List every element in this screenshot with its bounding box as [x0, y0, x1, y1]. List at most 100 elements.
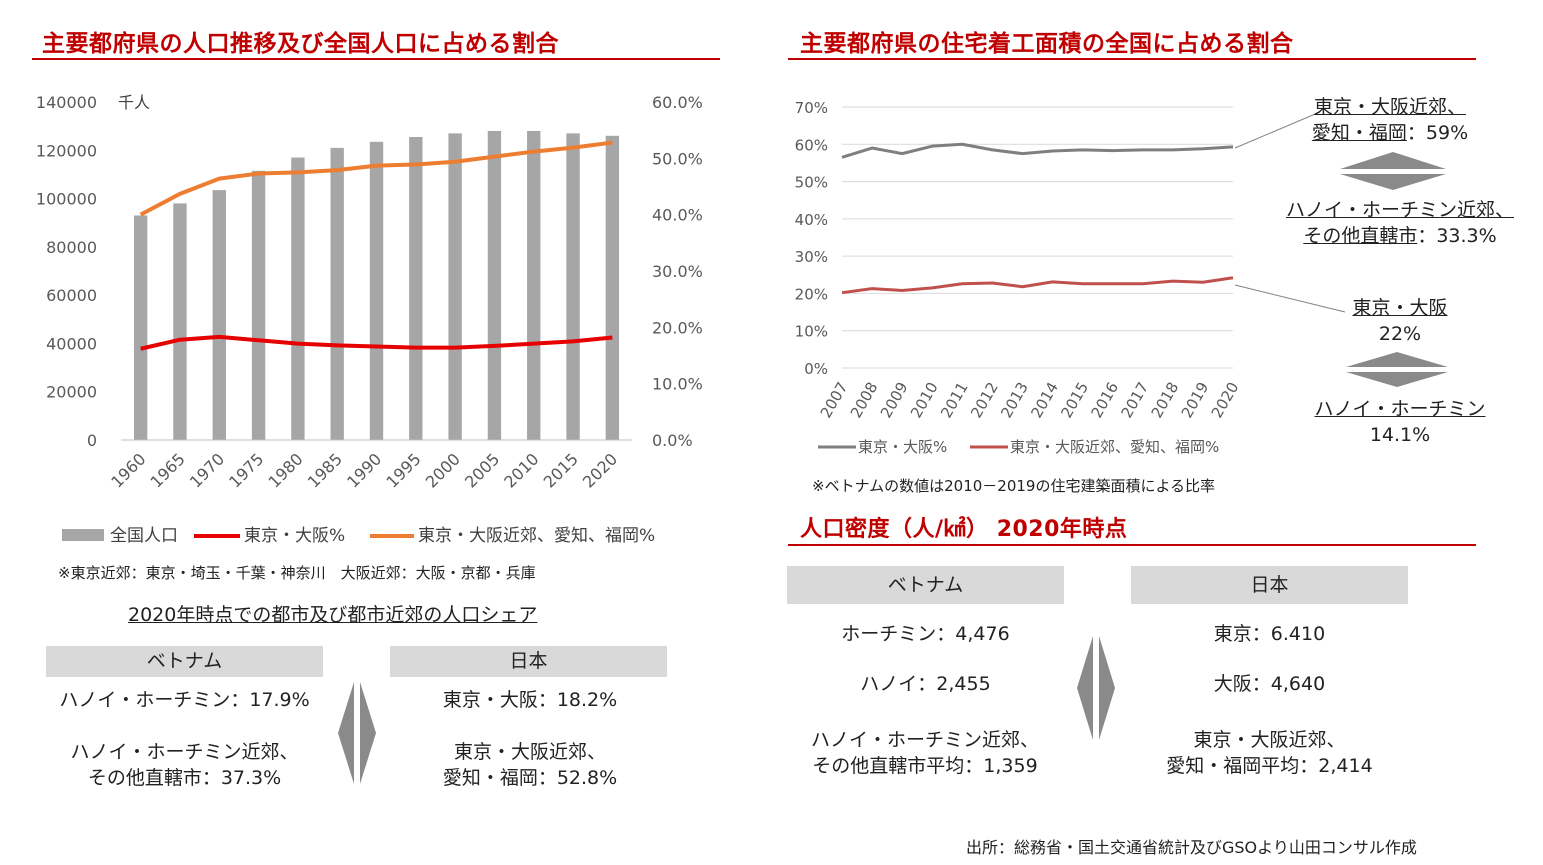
- x-tick-label: 2010: [500, 449, 542, 491]
- density-title-rule: [788, 544, 1476, 546]
- x-tick-label: 1985: [304, 449, 346, 491]
- population-bar: [566, 133, 580, 440]
- y-tick-label: 20000: [46, 383, 97, 402]
- y2-tick-label: 20.0%: [652, 318, 703, 337]
- x-tick-label: 2015: [1057, 379, 1092, 421]
- y-tick-label: 60000: [46, 286, 97, 305]
- housing-series-line-1: [841, 142, 1234, 159]
- density-vietnam-hanoi: ハノイ：2,455: [860, 673, 991, 695]
- population-bar: [369, 141, 384, 440]
- population-bar: [173, 203, 187, 440]
- y2-tick-label: 60.0%: [652, 93, 703, 112]
- source-note: 出所：総務省・国土交通省統計及びGSOより山田コンサル作成: [966, 838, 1417, 857]
- left-vietnam-line2: ハノイ・ホーチミン近郊、 その他直轄市：37.3%: [70, 741, 299, 789]
- x-tick-label: 2020: [1208, 379, 1243, 421]
- callout-japan-suburbs: 東京・大阪近郊、 愛知・福岡：59%: [1311, 96, 1469, 144]
- population-bar: [330, 147, 344, 440]
- suburbs-share-line: [139, 140, 613, 217]
- callout-vietnam-suburbs: ハノイ・ホーチミン近郊、 その他直轄市：33.3%: [1285, 199, 1514, 247]
- x-tick-label: 2012: [967, 379, 1002, 421]
- x-tick-label: 1975: [225, 449, 267, 491]
- callout-top-compare-arrow-icon: [1340, 152, 1446, 190]
- density-japan-suburbs: 東京・大阪近郊、 愛知・福岡平均：2,414: [1166, 729, 1373, 777]
- x-tick-label: 2007: [817, 379, 852, 421]
- callout-bottom-compare-arrow-icon: [1346, 352, 1448, 387]
- right-footnote: ※ベトナムの数値は2010－2019の住宅建築面積による比率: [812, 477, 1216, 495]
- x-tick-label: 2020: [579, 449, 621, 491]
- population-bar: [409, 137, 423, 440]
- density-vietnam-suburbs: ハノイ・ホーチミン近郊、 その他直轄市平均：1,359: [810, 729, 1039, 777]
- x-tick-label: 2011: [937, 379, 972, 421]
- callout-leader-lines: [1234, 111, 1346, 313]
- legend-label: 東京・大阪近郊、愛知、福岡%: [418, 526, 655, 546]
- x-tick-label: 2019: [1178, 379, 1213, 421]
- x-tick-label: 1970: [186, 449, 228, 491]
- population-bar: [251, 170, 266, 441]
- population-bar: [448, 133, 462, 440]
- x-tick-label: 2000: [422, 449, 464, 491]
- y-axis-unit-label: 千人: [118, 93, 150, 112]
- x-tick-label: 2013: [997, 379, 1032, 421]
- housing-chart: 0% 10% 20% 30% 40% 50% 60% 70% 2007200820092010…: [795, 99, 1243, 456]
- left-title-rule: [32, 58, 720, 60]
- legend-swatch-population: [62, 529, 104, 541]
- left-japan-line1: 東京・大阪：18.2%: [442, 689, 618, 711]
- density-japan-header: 日本: [1131, 566, 1408, 604]
- density-japan-tokyo: 東京：6.410: [1213, 623, 1326, 645]
- y-tick-label: 20%: [795, 285, 828, 303]
- left-vietnam-header: ベトナム: [46, 646, 323, 677]
- population-bar: [133, 215, 148, 440]
- population-bar: [487, 130, 502, 440]
- legend-label: 東京・大阪%: [858, 438, 947, 456]
- y2-tick-label: 50.0%: [652, 149, 703, 168]
- legend-label: 全国人口: [110, 526, 178, 546]
- y2-tick-label: 10.0%: [652, 375, 703, 394]
- y-tick-label: 100000: [36, 190, 97, 209]
- y-tick-label: 0: [87, 431, 97, 450]
- callout-vietnam-core: ハノイ・ホーチミン 14.1%: [1314, 398, 1486, 446]
- left-footnote: ※東京近郊：東京・埼玉・千葉・神奈川 大阪近郊：大阪・京都・兵庫: [58, 564, 536, 582]
- population-bar: [605, 135, 620, 441]
- y-tick-label: 40%: [795, 211, 828, 229]
- x-tick-label: 2010: [907, 379, 942, 421]
- y-tick-label: 120000: [36, 141, 97, 160]
- x-tick-label: 1965: [147, 449, 189, 491]
- density-japan-osaka: 大阪：4,640: [1213, 673, 1326, 695]
- population-bar: [291, 157, 305, 440]
- left-compare-arrow-icon: [338, 682, 376, 784]
- y-tick-label: 60%: [795, 136, 828, 154]
- left-vietnam-line1: ハノイ・ホーチミン：17.9%: [59, 689, 310, 711]
- legend-label: 東京・大阪近郊、愛知、福岡%: [1010, 438, 1219, 456]
- x-tick-label: 2015: [540, 449, 582, 491]
- density-compare-arrow-icon: [1077, 636, 1115, 740]
- x-tick-label: 1990: [343, 449, 385, 491]
- y-tick-label: 70%: [795, 99, 828, 117]
- x-tick-label: 1995: [382, 449, 424, 491]
- housing-series-line-2: [841, 276, 1234, 295]
- left-section-title: 主要都府県の人口推移及び全国人口に占める割合: [42, 31, 559, 57]
- y-tick-label: 140000: [36, 93, 97, 112]
- right-title-rule: [788, 58, 1476, 60]
- x-tick-label: 2005: [461, 449, 503, 491]
- density-vietnam-header: ベトナム: [787, 566, 1064, 604]
- x-tick-label: 2009: [877, 379, 912, 421]
- x-tick-label: 2018: [1148, 379, 1183, 421]
- right-section-title: 主要都府県の住宅着工面積の全国に占める割合: [800, 31, 1294, 57]
- population-bar: [527, 130, 541, 440]
- share-title: 2020年時点での都市及び都市近郊の人口シェア: [128, 604, 538, 626]
- y-tick-label: 30%: [795, 248, 828, 266]
- legend-label: 東京・大阪%: [244, 526, 345, 546]
- population-bar: [212, 190, 226, 440]
- y-tick-label: 0%: [804, 360, 828, 378]
- y2-tick-label: 0.0%: [652, 431, 693, 450]
- left-japan-line2: 東京・大阪近郊、 愛知・福岡：52.8%: [442, 741, 618, 789]
- callout-japan-core: 東京・大阪 22%: [1352, 297, 1448, 345]
- y2-tick-label: 30.0%: [652, 262, 703, 281]
- y-tick-label: 40000: [46, 334, 97, 353]
- y-tick-label: 80000: [46, 238, 97, 257]
- left-japan-header: 日本: [390, 646, 667, 677]
- population-chart: 020000400006000080000100000120000140000 …: [36, 93, 703, 546]
- y-tick-label: 10%: [795, 323, 828, 341]
- y2-tick-label: 40.0%: [652, 206, 703, 225]
- x-tick-label: 2017: [1118, 379, 1153, 421]
